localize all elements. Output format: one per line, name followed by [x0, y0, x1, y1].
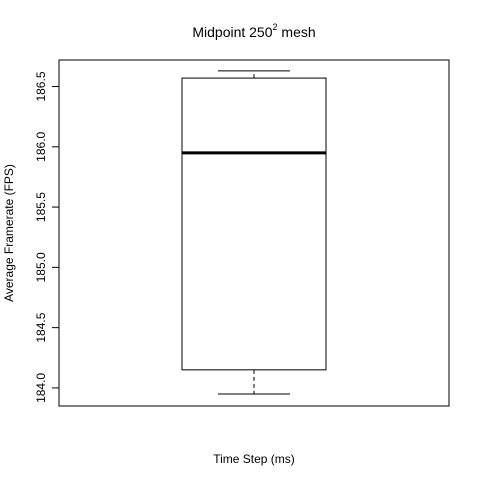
boxplot	[181, 70, 327, 395]
chart-title-suffix: mesh	[278, 24, 316, 40]
y-tick-label: 184.5	[34, 312, 48, 342]
chart-title-prefix: Midpoint 250	[192, 24, 272, 40]
y-tick-label: 184.0	[34, 373, 48, 403]
chart-title-superscript: 2	[273, 22, 278, 32]
box-iqr	[181, 77, 327, 371]
y-axis: 184.0 184.5 185.0 185.5 186.0 186.5	[34, 71, 60, 403]
chart-title: Midpoint 2502 mesh	[192, 22, 315, 40]
y-tick-label: 186.5	[34, 71, 48, 101]
x-axis-label: Time Step (ms)	[213, 452, 295, 466]
y-tick-label: 186.0	[34, 131, 48, 161]
y-axis-label: Average Framerate (FPS)	[2, 164, 16, 302]
y-tick-label: 185.5	[34, 192, 48, 222]
y-tick-label: 185.0	[34, 252, 48, 282]
